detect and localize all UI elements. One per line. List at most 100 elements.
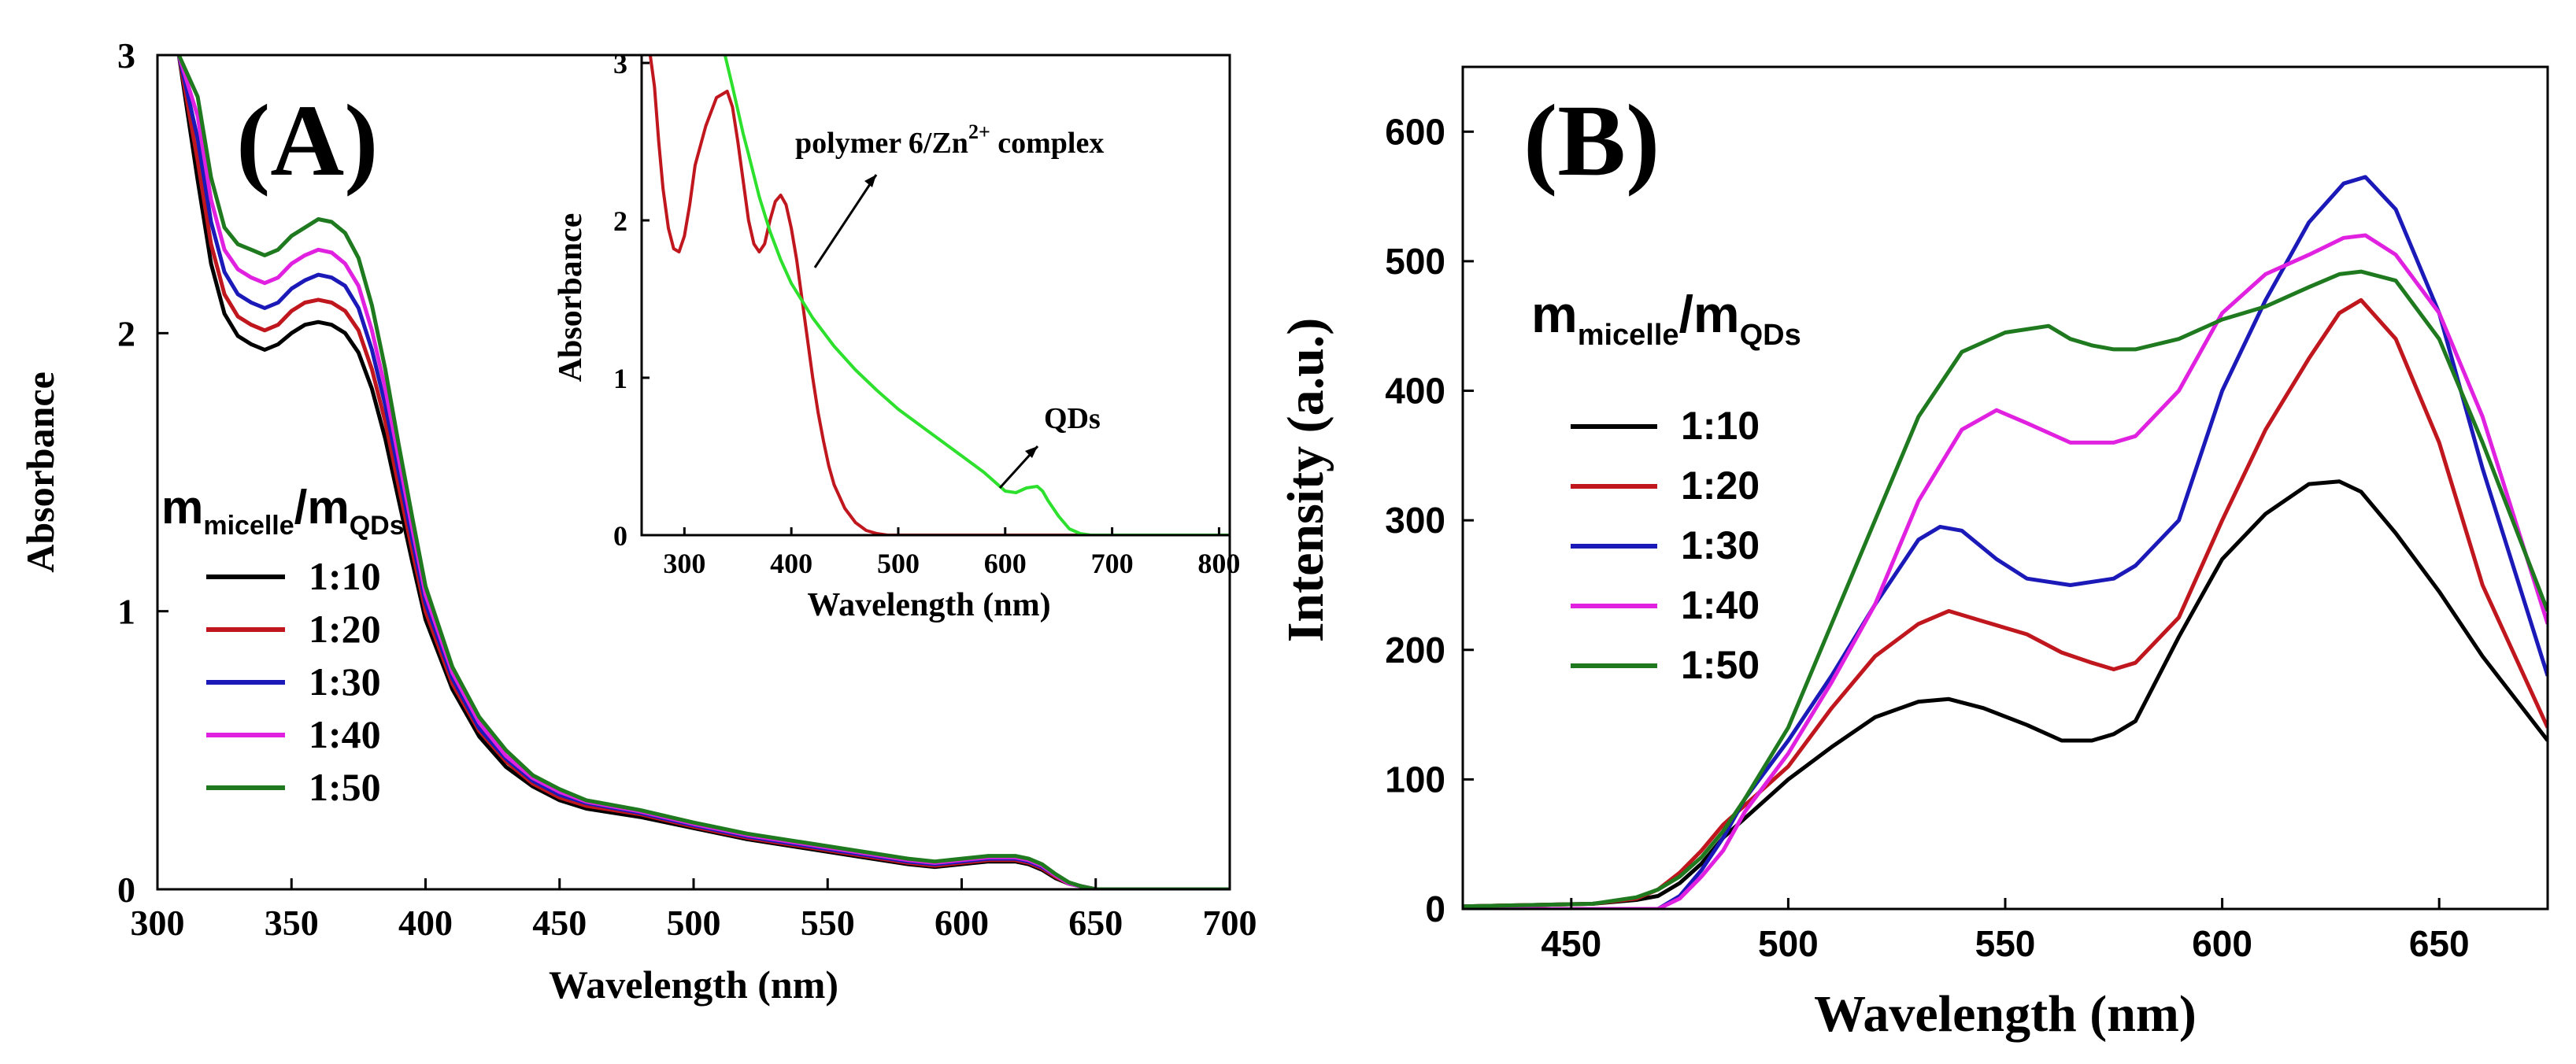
panel-a-x-tick-label: 650 bbox=[1068, 903, 1123, 943]
panel-b-series-1-40 bbox=[1463, 233, 2548, 909]
inset-annotation-polymer: polymer 6/Zn2+ complex bbox=[795, 120, 1104, 160]
panel-b-x-tick-label: 500 bbox=[1758, 923, 1819, 964]
panel-b-legend: mmicelle/mQDs 1:10 1:20 1:30 1:40 1:50 bbox=[1531, 285, 1801, 687]
panel-a-legend: mmicelle/mQDs 1:10 1:20 1:30 1:40 1:50 bbox=[161, 481, 405, 809]
panel-a-y-tick-label: 2 bbox=[117, 313, 135, 353]
inset-y-axis-title: Absorbance bbox=[553, 213, 589, 382]
panel-b-y-tick-label: 300 bbox=[1385, 500, 1445, 541]
panel-b-y-tick-label: 100 bbox=[1385, 759, 1445, 800]
panel-b-legend-label-1-30: 1:30 bbox=[1681, 523, 1760, 567]
panel-b-y-tick-label: 400 bbox=[1385, 371, 1445, 412]
inset-series-qds bbox=[723, 55, 1230, 535]
legend-b-title-sub-qds: QDs bbox=[1740, 319, 1801, 352]
legend-title-sub-qds: QDs bbox=[350, 511, 405, 541]
panel-b-legend-label-1-10: 1:10 bbox=[1681, 404, 1760, 448]
panel-a-y-tick-labels: 0 1 2 3 bbox=[117, 35, 135, 910]
inset-x-tick-label: 400 bbox=[770, 548, 812, 579]
panel-b-x-tick-labels: 450 500 550 600 650 bbox=[1541, 923, 2469, 964]
panel-b-legend-items: 1:10 1:20 1:30 1:40 1:50 bbox=[1571, 404, 1760, 687]
inset-series-polymer-6-zn2-complex bbox=[648, 55, 1230, 535]
panel-b-series-1-50 bbox=[1463, 269, 2548, 909]
panel-b-legend-label-1-20: 1:20 bbox=[1681, 464, 1760, 508]
inset-annotation-qds: QDs bbox=[1044, 402, 1101, 435]
legend-b-title-slash-m: /m bbox=[1679, 285, 1740, 343]
panel-b-legend-title: mmicelle/mQDs bbox=[1531, 285, 1801, 352]
inset-frame bbox=[640, 54, 1231, 537]
legend-title-m: m bbox=[161, 481, 203, 534]
panel-b-y-tick-label: 0 bbox=[1425, 889, 1445, 929]
panel-a-legend-label-1-10: 1:10 bbox=[309, 554, 381, 598]
panel-b-x-tick-label: 650 bbox=[2409, 923, 2470, 964]
panel-b-ticks bbox=[1463, 130, 2441, 911]
panel-b-series bbox=[1463, 175, 2548, 909]
inset-y-tick-label: 2 bbox=[613, 205, 627, 237]
panel-a-series bbox=[176, 55, 1230, 889]
annotation-polymer-sup: 2+ bbox=[968, 120, 990, 143]
panel-b-y-tick-labels: 0 100 200 300 400 500 600 bbox=[1385, 111, 1445, 929]
panel-a-x-tick-label: 700 bbox=[1203, 903, 1257, 943]
panel-a-x-tick-label: 600 bbox=[935, 903, 989, 943]
legend-b-title-m: m bbox=[1531, 285, 1578, 343]
legend-title-sub-micelle: micelle bbox=[203, 511, 294, 541]
panel-b-x-tick-label: 600 bbox=[2192, 923, 2252, 964]
panel-a-label: (A) bbox=[236, 84, 378, 198]
panel-a-x-tick-label: 500 bbox=[667, 903, 721, 943]
panel-b-y-tick-label: 500 bbox=[1385, 241, 1445, 282]
panel-b-x-tick-label: 450 bbox=[1541, 923, 1601, 964]
inset-x-tick-label: 700 bbox=[1091, 548, 1134, 579]
panel-a-y-tick-label: 0 bbox=[117, 870, 135, 910]
inset-x-axis-title: Wavelength (nm) bbox=[807, 587, 1050, 623]
panel-b: 450 500 550 600 650 0 100 200 300 400 500 600 Wave… bbox=[1277, 65, 2549, 1043]
legend-title-slash-m: /m bbox=[294, 481, 350, 534]
inset-background bbox=[642, 55, 1230, 535]
panel-a-legend-label-1-40: 1:40 bbox=[309, 712, 381, 756]
inset-ticks bbox=[642, 61, 1220, 537]
panel-a-legend-title: mmicelle/mQDs bbox=[161, 481, 405, 541]
panel-b-x-axis-title: Wavelength (nm) bbox=[1814, 985, 2197, 1043]
annotation-polymer-suffix: complex bbox=[990, 127, 1105, 160]
inset-x-tick-label: 600 bbox=[984, 548, 1027, 579]
panel-b-series-1-20 bbox=[1463, 297, 2548, 909]
panel-b-y-tick-label: 200 bbox=[1385, 630, 1445, 671]
panel-a-legend-items: 1:10 1:20 1:30 1:40 1:50 bbox=[206, 554, 381, 809]
inset-y-tick-label: 1 bbox=[613, 363, 627, 394]
annotation-polymer-arrow-line bbox=[813, 174, 878, 268]
inset-y-tick-labels: 0 1 2 3 bbox=[613, 48, 627, 552]
inset-x-tick-label: 300 bbox=[663, 548, 705, 579]
panel-a-x-tick-label: 300 bbox=[131, 903, 185, 943]
panel-a-y-tick-label: 1 bbox=[117, 592, 135, 632]
panel-a-y-tick-label: 3 bbox=[117, 35, 135, 76]
panel-b-legend-label-1-40: 1:40 bbox=[1681, 583, 1760, 627]
panel-b-legend-label-1-50: 1:50 bbox=[1681, 643, 1760, 687]
panel-a-x-tick-label: 400 bbox=[398, 903, 453, 943]
panel-a-legend-label-1-30: 1:30 bbox=[309, 659, 381, 704]
legend-b-title-sub-micelle: micelle bbox=[1578, 319, 1679, 352]
inset-y-tick-label: 3 bbox=[613, 48, 627, 79]
panel-b-y-axis-title: Intensity (a.u.) bbox=[1277, 318, 1334, 643]
inset-x-tick-labels: 300 400 500 600 700 800 bbox=[663, 548, 1240, 579]
panel-b-series-1-10 bbox=[1463, 479, 2548, 909]
panel-a: 300 350 400 450 500 550 600 650 700 0 1 2 3 Wavelen… bbox=[18, 35, 1257, 1007]
inset-x-tick-label: 800 bbox=[1197, 548, 1240, 579]
panel-a-legend-label-1-50: 1:50 bbox=[309, 765, 381, 809]
panel-a-y-axis-title: Absorbance bbox=[18, 371, 62, 573]
panel-a-series-1-50 bbox=[176, 55, 1230, 889]
annotation-polymer-text: polymer 6/Zn bbox=[795, 127, 968, 160]
panel-b-label: (B) bbox=[1523, 84, 1660, 198]
panel-a-x-tick-label: 350 bbox=[265, 903, 319, 943]
panel-a-x-tick-label: 550 bbox=[801, 903, 855, 943]
inset-series bbox=[648, 55, 1230, 535]
panel-a-x-axis-title: Wavelength (nm) bbox=[549, 962, 838, 1007]
inset-y-tick-label: 0 bbox=[613, 520, 627, 552]
annotation-qds-arrowhead bbox=[1025, 446, 1038, 458]
panel-b-series-1-30 bbox=[1463, 175, 2548, 909]
panel-a-ticks bbox=[156, 54, 1231, 891]
panel-b-x-tick-label: 550 bbox=[1975, 923, 2036, 964]
annotation-polymer-arrowhead bbox=[864, 175, 876, 187]
panel-a-x-tick-label: 450 bbox=[532, 903, 587, 943]
inset-x-tick-label: 500 bbox=[877, 548, 920, 579]
panel-a-legend-label-1-20: 1:20 bbox=[309, 607, 381, 651]
panel-a-x-tick-labels: 300 350 400 450 500 550 600 650 700 bbox=[131, 903, 1257, 943]
